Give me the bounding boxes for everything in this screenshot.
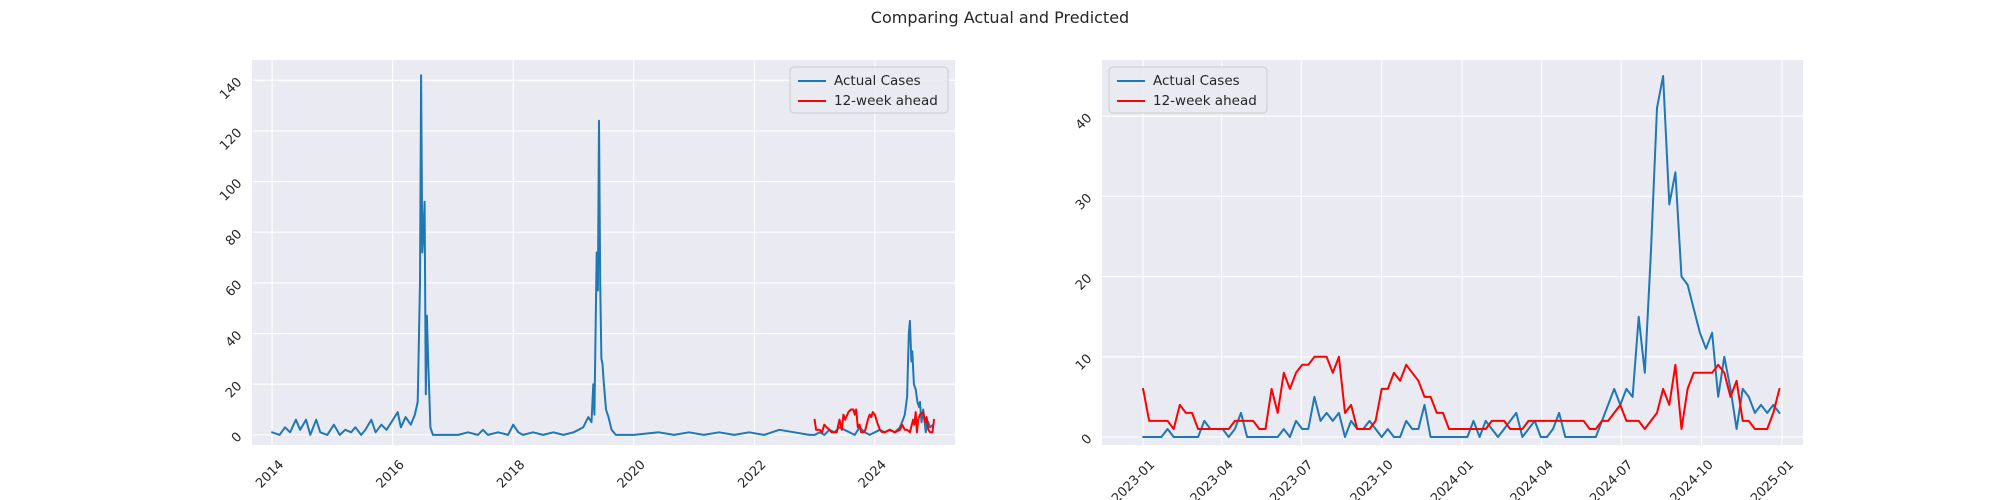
legend-label: 12-week ahead	[1153, 93, 1257, 109]
x-tick-label: 2024-04	[1508, 457, 1557, 500]
y-tick-label: 140	[217, 75, 245, 103]
series-line-12-week-ahead	[813, 408, 935, 434]
x-tick-label: 2018	[494, 457, 528, 491]
x-tick-label: 2020	[615, 457, 649, 491]
legend-label: Actual Cases	[1153, 73, 1240, 89]
legend-label: Actual Cases	[834, 73, 921, 89]
chart-panel-1: 0 20 40 60 80 100 120 140 2014 2016 2018 2020 2022 20…	[217, 60, 955, 491]
x-tick-label: 2024	[856, 457, 890, 491]
legend-label: 12-week ahead	[834, 93, 938, 109]
series-line-actual-cases	[1142, 75, 1781, 438]
legend-box	[1108, 66, 1268, 114]
x-tick-label: 2023-10	[1348, 457, 1397, 500]
x-tick-label: 2023-07	[1267, 457, 1316, 500]
y-tick-label: 40	[223, 328, 245, 350]
y-tick-label: 20	[223, 379, 245, 401]
x-tick-label: 2016	[374, 457, 408, 491]
figure-title: Comparing Actual and Predicted	[870, 8, 1130, 27]
y-tick-label: 10	[1073, 351, 1095, 373]
y-tick-label: 0	[1079, 432, 1095, 448]
plot-area	[1102, 60, 1803, 445]
y-tick-label: 80	[223, 227, 245, 249]
chart-panel-2: 0 10 20 30 40 2023-01 2023-04 2023-07 2023-10 202…	[1073, 60, 1803, 500]
x-tick-label: 2022	[735, 457, 769, 491]
legend: Actual Cases 12-week ahead	[1108, 66, 1268, 114]
x-tick-label: 2023-04	[1188, 457, 1237, 500]
y-tick-label: 120	[217, 126, 245, 154]
x-tick-label: 2023-01	[1109, 457, 1158, 500]
y-tick-label: 30	[1073, 191, 1095, 213]
y-tick-label: 100	[217, 176, 245, 204]
x-tick-label: 2024-10	[1668, 457, 1717, 500]
y-tick-label: 0	[229, 430, 245, 446]
series-line-12-week-ahead	[1142, 355, 1781, 430]
x-tick-label: 2024-01	[1428, 457, 1477, 500]
x-tick-label: 2024-07	[1587, 457, 1636, 500]
y-tick-label: 60	[223, 278, 245, 300]
legend: Actual Cases 12-week ahead	[789, 66, 949, 114]
x-tick-label: 2025-01	[1748, 457, 1797, 500]
x-tick-label: 2014	[253, 457, 287, 491]
y-tick-label: 40	[1073, 111, 1095, 133]
y-tick-label: 20	[1073, 271, 1095, 293]
legend-box	[789, 66, 949, 114]
